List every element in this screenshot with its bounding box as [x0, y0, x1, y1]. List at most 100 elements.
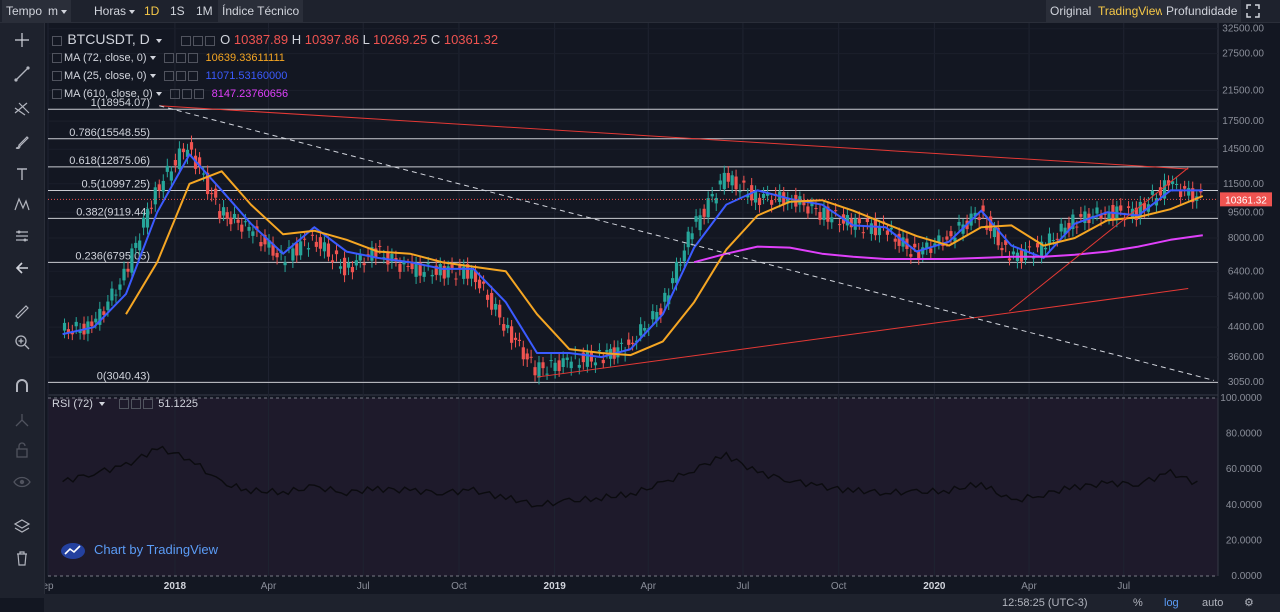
candle-body [561, 358, 565, 368]
tradingview-watermark[interactable]: Chart by TradingView [60, 538, 218, 560]
tb-horas[interactable]: Horas [90, 0, 139, 22]
fullscreen-icon[interactable] [1242, 0, 1266, 22]
gear-icon[interactable] [175, 71, 186, 82]
candle-body [718, 180, 722, 185]
lock-icon[interactable] [7, 437, 37, 463]
zoom-in-icon[interactable] [7, 329, 37, 355]
candle-body [655, 311, 659, 322]
text-icon[interactable] [7, 161, 37, 187]
candle-body [925, 242, 929, 249]
tb-1d[interactable]: 1D [144, 4, 160, 18]
candle-body [1191, 188, 1195, 203]
collapse-icon[interactable] [52, 53, 62, 64]
candle-body [126, 268, 130, 272]
candle-body [694, 216, 698, 222]
eye-icon[interactable] [163, 53, 174, 64]
brush-icon[interactable] [7, 129, 37, 155]
crosshair-icon[interactable] [7, 27, 37, 53]
candle-body [414, 262, 418, 277]
candle-body [674, 261, 679, 283]
close-icon[interactable] [204, 35, 215, 46]
back-arrow-icon[interactable] [7, 255, 37, 281]
ruler-icon[interactable] [7, 299, 37, 325]
candle-body [62, 322, 67, 331]
tb-1m[interactable]: 1M [196, 4, 213, 18]
eye-icon[interactable] [180, 35, 191, 46]
candle-body [510, 326, 514, 343]
ma-label[interactable]: MA (72, close, 0) [64, 52, 147, 64]
ma-line [125, 170, 1204, 357]
candle-body [742, 180, 746, 183]
trend-line-icon[interactable] [7, 61, 37, 87]
tb-m[interactable]: m [44, 0, 71, 22]
eye-icon[interactable] [7, 469, 37, 495]
tb--ndice-t-cnico[interactable]: Índice Técnico [218, 0, 304, 22]
layers-icon[interactable] [7, 513, 37, 539]
gear-icon[interactable] [181, 89, 192, 100]
dashed-trend-line [159, 105, 1215, 381]
candle-body [786, 198, 790, 204]
auto-toggle[interactable]: auto [1202, 597, 1224, 609]
eye-icon[interactable] [163, 71, 174, 82]
candle-body [1067, 222, 1071, 231]
collapse-icon[interactable] [52, 35, 62, 46]
candle-body [1083, 211, 1087, 224]
chevron-down-icon[interactable] [149, 74, 156, 79]
chevron-down-icon[interactable] [149, 56, 156, 61]
chevron-down-icon[interactable] [99, 402, 106, 407]
log-toggle[interactable]: log [1164, 597, 1179, 609]
trash-icon[interactable] [7, 545, 37, 571]
candle-body [418, 262, 422, 276]
gear-icon[interactable] [175, 53, 186, 64]
chevron-down-icon[interactable] [155, 92, 162, 97]
view-original[interactable]: Original [1046, 0, 1096, 22]
candle-body [177, 148, 182, 170]
eye-icon[interactable] [169, 89, 180, 100]
close-icon[interactable] [193, 89, 204, 100]
collapse-icon[interactable] [52, 89, 62, 100]
ohlc-values: O 10387.89 H 10397.86 L 10269.25 C 10361… [220, 32, 498, 47]
ma-label[interactable]: MA (610, close, 0) [64, 88, 153, 100]
candle-body [358, 254, 362, 261]
tb-tempo[interactable]: Tempo [2, 0, 47, 22]
candle-body [469, 269, 474, 279]
ma-label[interactable]: MA (25, close, 0) [64, 70, 147, 82]
rsi-label[interactable]: RSI (72) [52, 398, 93, 410]
candle-body [889, 227, 893, 230]
candle-body [354, 260, 358, 266]
collapse-icon[interactable] [52, 71, 62, 82]
prediction-icon[interactable] [7, 223, 37, 249]
x-tick-label: Oct [451, 581, 467, 592]
settings-gear-icon[interactable]: ⚙ [1244, 597, 1254, 609]
candle-body [761, 194, 766, 198]
view-tradingview[interactable]: TradingView [1094, 0, 1169, 22]
chevron-down-icon[interactable] [156, 38, 163, 43]
lock-drawing-icon[interactable] [7, 407, 37, 433]
gear-icon[interactable] [131, 399, 142, 410]
candle-body [1031, 257, 1036, 259]
eye-icon[interactable] [119, 399, 130, 410]
pattern-icon[interactable] [7, 191, 37, 217]
tb-1s[interactable]: 1S [170, 4, 185, 18]
candle-body [671, 278, 675, 284]
symbol-label[interactable]: BTCUSDT, D [67, 31, 150, 47]
close-icon[interactable] [143, 399, 154, 410]
candle-body [1134, 207, 1138, 220]
candle-body [229, 217, 233, 225]
magnet-icon[interactable] [7, 373, 37, 399]
candle-body [302, 238, 307, 240]
percent-toggle[interactable]: % [1133, 597, 1143, 609]
candle-body [378, 245, 382, 247]
pitchfork-icon[interactable] [7, 95, 37, 121]
rsi-tick-label: 100.0000 [1220, 393, 1262, 404]
close-icon[interactable] [187, 53, 198, 64]
candle-body [66, 329, 71, 333]
view-profundidade[interactable]: Profundidade [1162, 0, 1242, 22]
candle-body [521, 347, 525, 360]
gear-icon[interactable] [192, 35, 203, 46]
rsi-value: 51.1225 [158, 398, 198, 410]
close-icon[interactable] [187, 71, 198, 82]
candle-body [757, 197, 762, 206]
candle-body [1170, 181, 1175, 185]
